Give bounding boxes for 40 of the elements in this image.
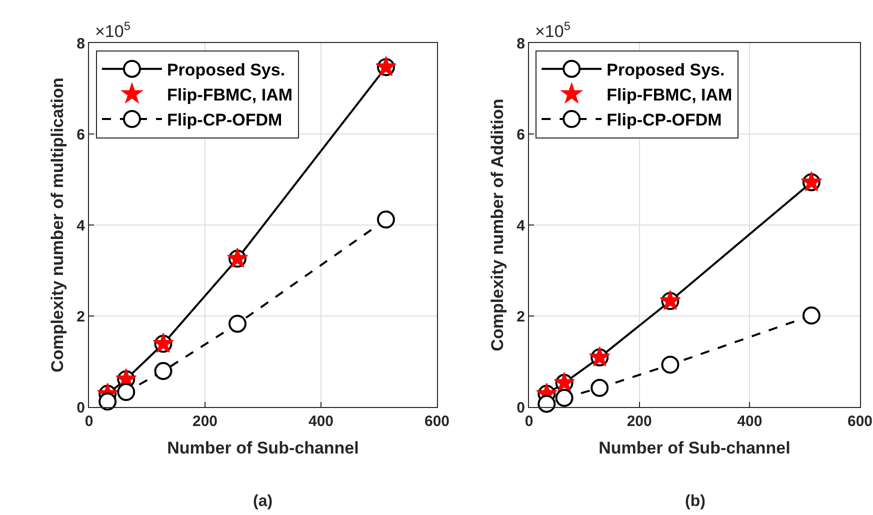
text: (b) [685, 493, 706, 510]
y-tick-label: 0 [516, 399, 525, 416]
point [154, 362, 172, 380]
point [661, 356, 680, 374]
x-tick-label: 400 [308, 413, 334, 430]
y-tick-label: 4 [76, 217, 86, 234]
y-axis-title: Complexity number of multiplication [48, 78, 68, 372]
point [117, 382, 136, 401]
point [590, 378, 609, 397]
x-tick-label: 400 [737, 413, 762, 430]
y-tick-label: 6 [516, 126, 525, 144]
legend-label: Flip-CP-OFDM [606, 110, 722, 130]
legend-label: Flip-FBMC, IAM [166, 86, 293, 105]
point [538, 394, 556, 413]
x-tick-label: 200 [626, 413, 652, 430]
point [376, 210, 395, 229]
x-tick-label: 600 [847, 413, 873, 430]
point [802, 306, 820, 325]
y-tick-label: 6 [76, 126, 85, 144]
legend-label: Flip-FBMC, IAM [606, 86, 732, 105]
x-axis-title: Number of Sub-channel [167, 438, 359, 458]
y-tick-label: 8 [516, 35, 525, 52]
text: ×10$^{5}$ [535, 19, 571, 42]
y-tick-label: 0 [76, 399, 85, 416]
point [228, 314, 246, 333]
y-tick-label: 2 [516, 308, 525, 326]
point [555, 388, 574, 407]
point [98, 392, 117, 411]
x-axis-title: Number of Sub-channel [598, 438, 790, 458]
y-axis-title: Complexity number of Addition [488, 98, 508, 352]
legend-label: Proposed Sys. [606, 60, 725, 80]
y-tick-label: 4 [516, 217, 526, 234]
y-tick-label: 8 [76, 35, 85, 52]
text: ×10$^{5}$ [95, 19, 131, 42]
x-tick-label: 200 [192, 413, 218, 430]
x-tick-label: 600 [424, 413, 450, 430]
legend-label: Proposed Sys. [166, 60, 286, 80]
y-tick-label: 2 [76, 308, 85, 326]
text: (a) [253, 493, 273, 510]
legend-label: Flip-CP-OFDM [166, 110, 282, 130]
